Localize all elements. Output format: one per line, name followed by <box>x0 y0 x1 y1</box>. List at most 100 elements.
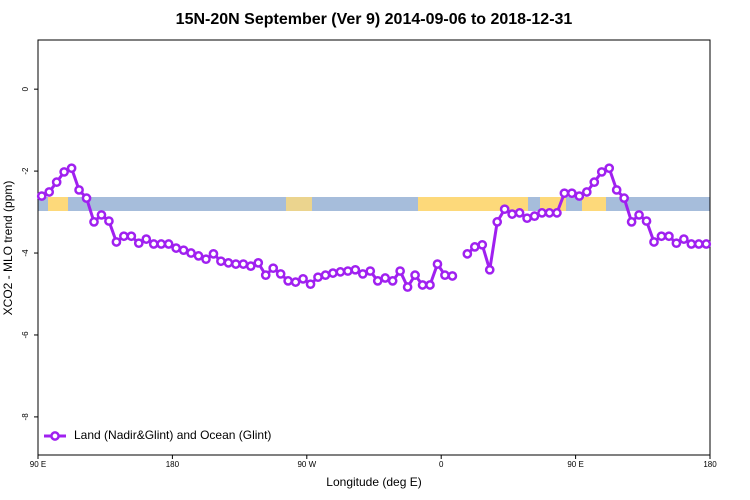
data-point <box>111 237 122 247</box>
data-point <box>402 282 413 292</box>
data-point <box>245 261 256 271</box>
data-point <box>395 266 405 276</box>
data-point <box>253 258 264 268</box>
data-point <box>320 270 331 281</box>
legend-marker <box>50 431 60 441</box>
plot-frame <box>37 39 711 456</box>
land-patch <box>48 197 68 211</box>
data-point <box>283 276 293 286</box>
data-point <box>380 273 391 283</box>
data-point <box>313 272 323 283</box>
data-point <box>514 208 525 218</box>
data-point <box>626 217 637 227</box>
data-point <box>574 191 585 201</box>
data-point <box>469 242 480 252</box>
data-point <box>492 217 503 227</box>
data-point <box>171 243 181 253</box>
data-point <box>268 263 279 274</box>
data-point <box>649 237 659 247</box>
data-point <box>290 277 301 287</box>
chart-title: 15N-20N September (Ver 9) 2014-09-06 to … <box>176 11 573 28</box>
land-patch <box>582 197 606 211</box>
data-point <box>664 231 674 242</box>
data-point <box>544 208 555 218</box>
data-point <box>507 209 517 219</box>
data-point <box>59 167 69 177</box>
data-point <box>298 273 308 284</box>
data-point <box>357 269 368 279</box>
data-point <box>372 276 383 286</box>
data-point <box>619 193 629 203</box>
data-point <box>604 163 615 174</box>
data-point <box>522 213 532 224</box>
ocean-band <box>38 197 710 211</box>
data-point <box>51 177 62 188</box>
data-point <box>686 239 697 249</box>
x-tick-label: 90 E <box>567 460 583 469</box>
data-point <box>671 238 682 249</box>
land-patch <box>418 197 528 211</box>
data-point <box>440 270 450 281</box>
data-point <box>66 163 77 174</box>
data-point <box>74 185 84 195</box>
data-point <box>589 177 600 188</box>
data-point <box>350 264 361 275</box>
data-point <box>148 239 159 249</box>
data-point <box>119 231 129 242</box>
legend-label: Land (Nadir&Glint) and Ocean (Glint) <box>74 428 271 442</box>
x-tick-label: 90 E <box>30 460 46 469</box>
data-point <box>559 188 570 199</box>
data-point <box>89 217 99 227</box>
data-point <box>193 251 204 261</box>
data-point <box>238 259 249 269</box>
y-tick-label: 0 <box>21 86 30 91</box>
data-point <box>679 234 689 244</box>
data-point <box>634 210 644 220</box>
data-point <box>477 239 488 250</box>
y-tick-label: -2 <box>21 167 30 175</box>
data-point <box>410 270 420 281</box>
data-point <box>529 211 540 222</box>
data-point <box>499 204 510 215</box>
data-point <box>611 185 622 195</box>
data-point <box>552 208 562 218</box>
data-point <box>484 264 495 275</box>
data-point <box>186 248 196 258</box>
data-point <box>44 187 55 197</box>
data-point <box>223 258 234 268</box>
map-strip <box>38 197 710 211</box>
y-tick-label: -6 <box>21 331 30 339</box>
data-point <box>36 191 47 201</box>
data-point <box>141 234 152 244</box>
data-point <box>216 256 226 267</box>
data-point <box>537 208 547 218</box>
data-point <box>641 216 652 226</box>
data-point <box>275 269 286 279</box>
data-point <box>81 193 92 203</box>
data-point <box>126 231 137 242</box>
x-tick-label: 90 W <box>297 460 316 469</box>
data-point <box>163 239 174 249</box>
data-point <box>156 239 167 249</box>
data-point <box>693 239 704 249</box>
data-point <box>567 188 577 199</box>
data-point <box>387 276 398 286</box>
data-point <box>425 280 435 290</box>
data-point <box>133 238 144 249</box>
data-point <box>328 268 338 278</box>
data-point <box>462 248 473 259</box>
data-point <box>178 245 189 256</box>
y-tick-label: -4 <box>21 249 30 257</box>
x-tick-label: 0 <box>439 460 444 469</box>
data-point <box>335 267 346 277</box>
data-point <box>656 231 667 242</box>
data-point <box>260 270 271 281</box>
data-point <box>96 210 107 220</box>
data-point <box>417 280 428 290</box>
data-point <box>365 266 376 276</box>
x-tick-label: 180 <box>703 460 717 469</box>
data-point <box>432 259 443 269</box>
data-point <box>581 187 592 197</box>
data-point <box>596 167 607 177</box>
